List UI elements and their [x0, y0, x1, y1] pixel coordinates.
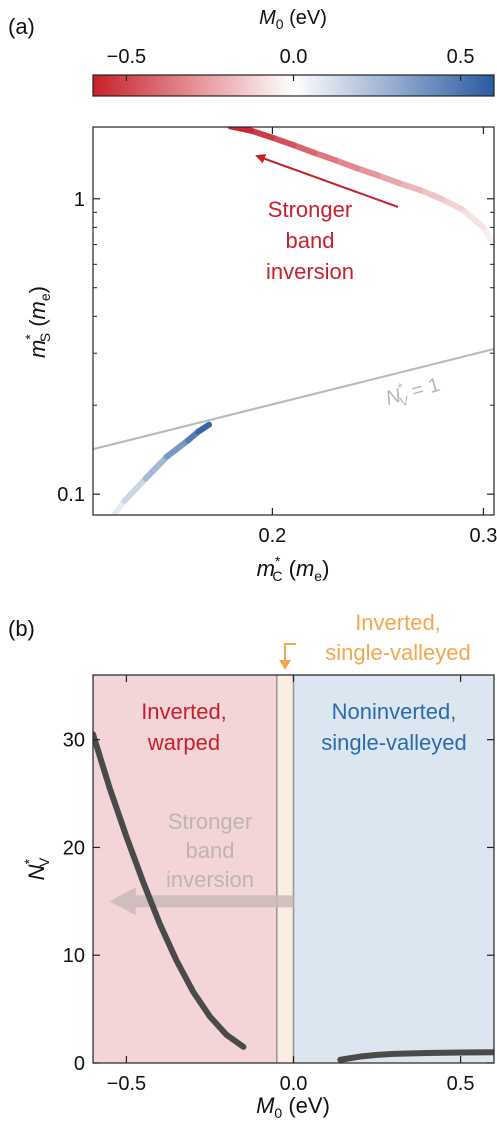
panel-a-ytick-label: 1: [74, 189, 85, 211]
panel-b-ytick-label: 0: [74, 1053, 85, 1075]
region-warped-label-2: warped: [147, 730, 220, 755]
panel-a-curve-segment: [438, 195, 466, 213]
panel-a-frame: [92, 126, 495, 516]
panel-a-curve-segment: [417, 187, 445, 202]
colorbar: M0 (eV) −0.5 0.0 0.5: [92, 7, 495, 97]
colorbar-tick-label: −0.5: [107, 46, 146, 68]
panel-a-curve-segment: [121, 475, 149, 504]
single-inverted-pointer: [284, 643, 296, 662]
panel-a-plot: 0.2 0.3 0.1 1 N*V = 1 Stronger band inversi…: [22, 126, 497, 584]
panel-a-xlabel: m* C (me): [257, 553, 330, 584]
region-warped-label-1: Inverted,: [141, 699, 227, 724]
panel-b-region: [276, 675, 294, 1063]
panel-a-xtick-label: 0.2: [258, 525, 286, 547]
panel-a-curve-segment: [459, 206, 487, 231]
colorbar-label: M0 (eV): [259, 7, 327, 32]
panel-a-curve-segment: [311, 149, 339, 164]
panel-b-xtick-label: 0.0: [280, 1073, 308, 1095]
panel-b-ytick-label: 30: [63, 730, 85, 752]
panel-a-ticks: 0.2 0.3 0.1 1: [57, 127, 497, 547]
panel-b-xlabel: M0 (eV): [256, 1093, 330, 1121]
region-single-inverted-label-2: single-valleyed: [325, 640, 471, 665]
panel-a-ylabel: m*S (me): [22, 286, 53, 358]
panel-a-curve-segment: [248, 127, 276, 141]
panel-a-curve-segment: [353, 165, 381, 179]
panel-a-ytick-label: 0.1: [57, 484, 85, 506]
region-noninverted-label-2: single-valleyed: [321, 730, 467, 755]
annotation-b-line3: inversion: [166, 867, 254, 892]
panel-b-nv-curve: [93, 731, 247, 1050]
panel-b-ticks: −0.5 0.0 0.5 0 10 20 30: [63, 675, 494, 1095]
single-inverted-pointer-head: [279, 660, 291, 670]
nv-equals-one-label: N*V = 1: [382, 370, 443, 413]
region-single-inverted-label-1: Inverted,: [355, 610, 441, 635]
panel-b-ytick-label: 20: [63, 837, 85, 859]
panel-a-curve-segment: [142, 453, 170, 482]
annotation-a-line3: inversion: [266, 259, 354, 284]
panel-b-region: [293, 675, 494, 1063]
panel-a-curve-segment: [290, 142, 318, 156]
panel-b-plot: Stronger band inversion −0.5 0.0 0.5 0 10 20 3…: [21, 610, 495, 1121]
panel-a-series: [93, 127, 494, 515]
panel-b-regions: [93, 675, 494, 1063]
panel-b-region: [93, 675, 277, 1063]
region-noninverted-label-1: Noninverted,: [332, 699, 457, 724]
panel-b-label: (b): [8, 616, 35, 641]
stronger-inversion-arrow-b: [109, 887, 294, 916]
panel-b-xtick-label: 0.5: [447, 1073, 475, 1095]
panel-a-curve-segment: [480, 224, 494, 248]
panel-b-series: [93, 731, 494, 1063]
panel-a-curve-segment: [396, 180, 424, 194]
panel-a-curve-segment: [332, 157, 360, 172]
annotation-a-line1: Stronger: [268, 197, 352, 222]
panel-b-ytick-label: 10: [63, 945, 85, 967]
annotation-b-line2: band: [186, 838, 235, 863]
colorbar-tick-label: 0.5: [447, 46, 475, 68]
panel-a-curve-segment: [195, 421, 213, 435]
annotation-b-line1: Stronger: [168, 809, 252, 834]
panel-b-xtick-label: −0.5: [107, 1073, 146, 1095]
panel-b-ylabel: N*V: [21, 857, 52, 880]
panel-a-curve-segment: [163, 437, 191, 460]
panel-a-label: (a): [8, 14, 35, 39]
panel-a-curve-segment: [374, 172, 403, 187]
nv-equals-one-line: [93, 348, 494, 451]
colorbar-tick-label: 0.0: [280, 46, 308, 68]
panel-a-xtick-label: 0.3: [470, 525, 497, 547]
panel-b-nv-curve: [337, 1049, 494, 1063]
stronger-inversion-arrow-a: [255, 154, 399, 208]
annotation-a-line2: band: [286, 228, 335, 253]
colorbar-ticks: −0.5 0.0 0.5: [107, 46, 475, 81]
panel-a-curve-segment: [269, 134, 297, 149]
